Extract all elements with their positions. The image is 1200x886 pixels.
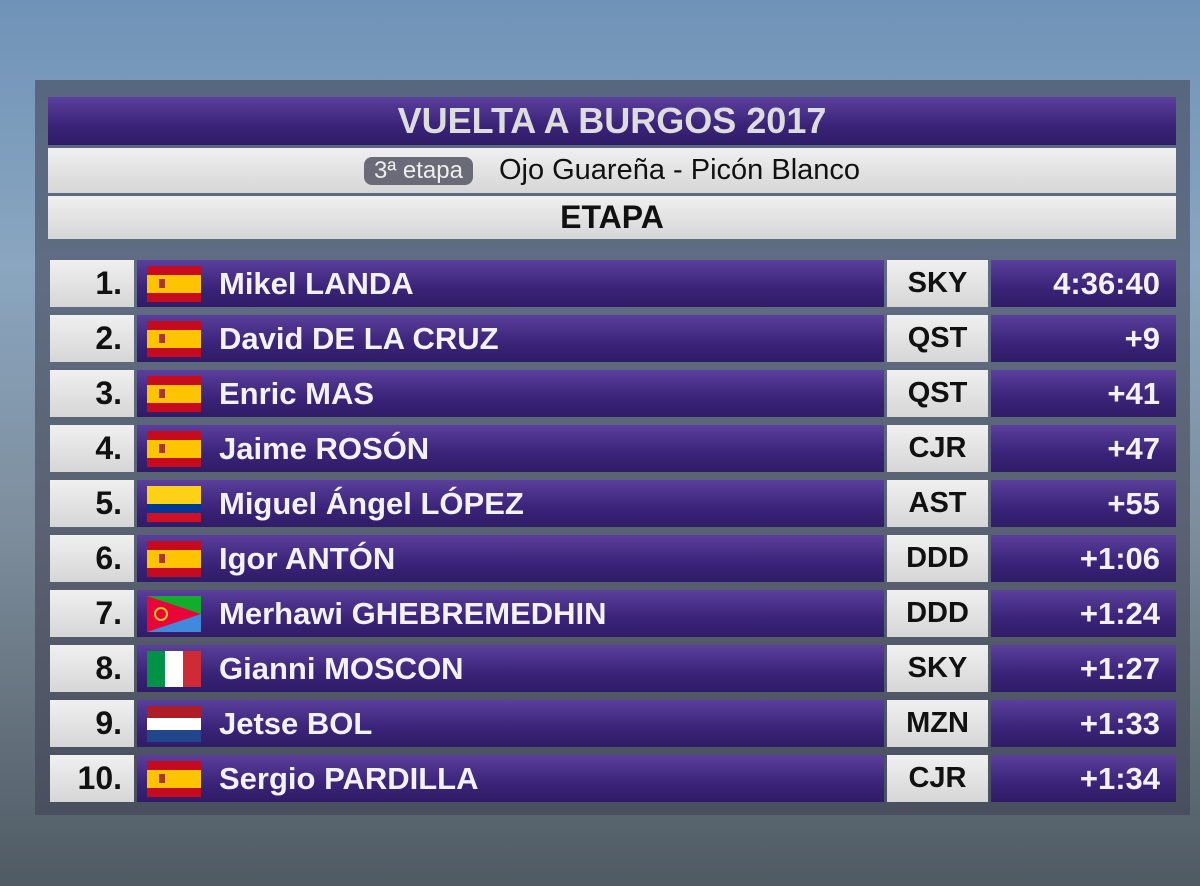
rank: 1. [50,260,134,307]
flag [147,266,201,302]
name: Jetse BOL [137,700,884,747]
name: Sergio PARDILLA [137,755,884,802]
flag [147,706,201,742]
name: Gianni MOSCON [137,645,884,692]
rank: 2. [50,315,134,362]
team: QST [887,370,988,417]
flag-box [147,596,201,632]
flag [147,321,201,357]
team: MZN [887,700,988,747]
team: CJR [887,755,988,802]
time: +41 [991,370,1176,417]
flag [147,596,201,632]
time: +9 [991,315,1176,362]
flag-box [147,321,201,357]
name: Mikel LANDA [137,260,884,307]
flag-box [147,651,201,687]
section: ETAPA [48,196,1176,239]
flag-box [147,706,201,742]
flag [147,541,201,577]
subtitle-bar: 3ª etapa Ojo Guareña - Picón Blanco [48,148,1176,193]
rank: 4. [50,425,134,472]
flag [147,431,201,467]
rank: 5. [50,480,134,527]
rank: 8. [50,645,134,692]
stage-badge: 3ª etapa [363,156,473,185]
time: +1:06 [991,535,1176,582]
time: +55 [991,480,1176,527]
flag-box [147,486,201,522]
time: +1:34 [991,755,1176,802]
team: DDD [887,590,988,637]
team: DDD [887,535,988,582]
name: David DE LA CRUZ [137,315,884,362]
time: +1:27 [991,645,1176,692]
name: Jaime ROSÓN [137,425,884,472]
team: QST [887,315,988,362]
team: SKY [887,645,988,692]
flag [147,486,201,522]
rank: 7. [50,590,134,637]
team: CJR [887,425,988,472]
flag [147,376,201,412]
route: Ojo Guareña - Picón Blanco [498,154,861,186]
flag-box [147,761,201,797]
time: 4:36:40 [991,260,1176,307]
name: Miguel Ángel LÓPEZ [137,480,884,527]
flag [147,761,201,797]
team: SKY [887,260,988,307]
name: Igor ANTÓN [137,535,884,582]
rank: 3. [50,370,134,417]
flag [147,651,201,687]
rank: 10. [50,755,134,802]
flag-box [147,541,201,577]
team: AST [887,480,988,527]
flag-box [147,431,201,467]
flag-box [147,266,201,302]
time: +1:33 [991,700,1176,747]
time: +1:24 [991,590,1176,637]
rank: 9. [50,700,134,747]
rank: 6. [50,535,134,582]
name: Enric MAS [137,370,884,417]
time: +47 [991,425,1176,472]
flag-box [147,376,201,412]
title: VUELTA A BURGOS 2017 [48,97,1176,145]
name: Merhawi GHEBREMEDHIN [137,590,884,637]
